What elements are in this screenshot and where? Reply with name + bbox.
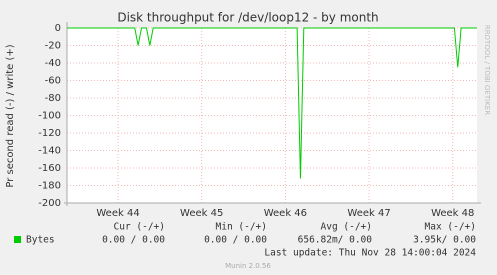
y-tick-label: -20 [45, 41, 61, 52]
legend-stat: 3.95k/ 0.00 [413, 235, 476, 246]
y-tick-label: -60 [45, 76, 61, 87]
x-tick-label: Week 45 [180, 208, 223, 219]
x-tick-label: Week 47 [347, 208, 390, 219]
legend-stat: 0.00 / 0.00 [102, 235, 165, 246]
legend-header: Avg (-/+) [321, 222, 372, 233]
chart-title: Disk throughput for /dev/loop12 - by mon… [117, 11, 378, 25]
y-tick-label: -80 [45, 93, 61, 104]
legend-header: Min (-/+) [216, 222, 267, 233]
side-text: RRDTOOL / TOBI OETIKER [483, 25, 491, 115]
legend-swatch [14, 236, 21, 243]
footer: Munin 2.0.56 [225, 262, 271, 270]
y-tick-label: -140 [38, 146, 61, 157]
last-update: Last update: Thu Nov 28 14:00:04 2024 [264, 248, 476, 259]
y-tick-label: -200 [38, 198, 61, 209]
series-line [67, 27, 477, 179]
legend-header: Cur (-/+) [114, 222, 165, 233]
legend-stat: 656.82m/ 0.00 [298, 235, 373, 246]
y-tick-label: 0 [55, 23, 61, 34]
y-tick-label: -160 [38, 163, 61, 174]
legend-header: Max (-/+) [425, 222, 476, 233]
y-tick-label: -40 [45, 58, 61, 69]
y-tick-label: -180 [38, 181, 61, 192]
legend-stat: 0.00 / 0.00 [204, 235, 267, 246]
y-tick-label: -100 [38, 111, 61, 122]
x-tick-label: Week 48 [431, 208, 474, 219]
y-axis-label: Pr second read (-) / write (+) [5, 44, 16, 187]
x-tick-label: Week 44 [96, 208, 139, 219]
x-tick-label: Week 46 [264, 208, 307, 219]
y-tick-label: -120 [38, 128, 61, 139]
legend-label: Bytes [26, 235, 55, 246]
